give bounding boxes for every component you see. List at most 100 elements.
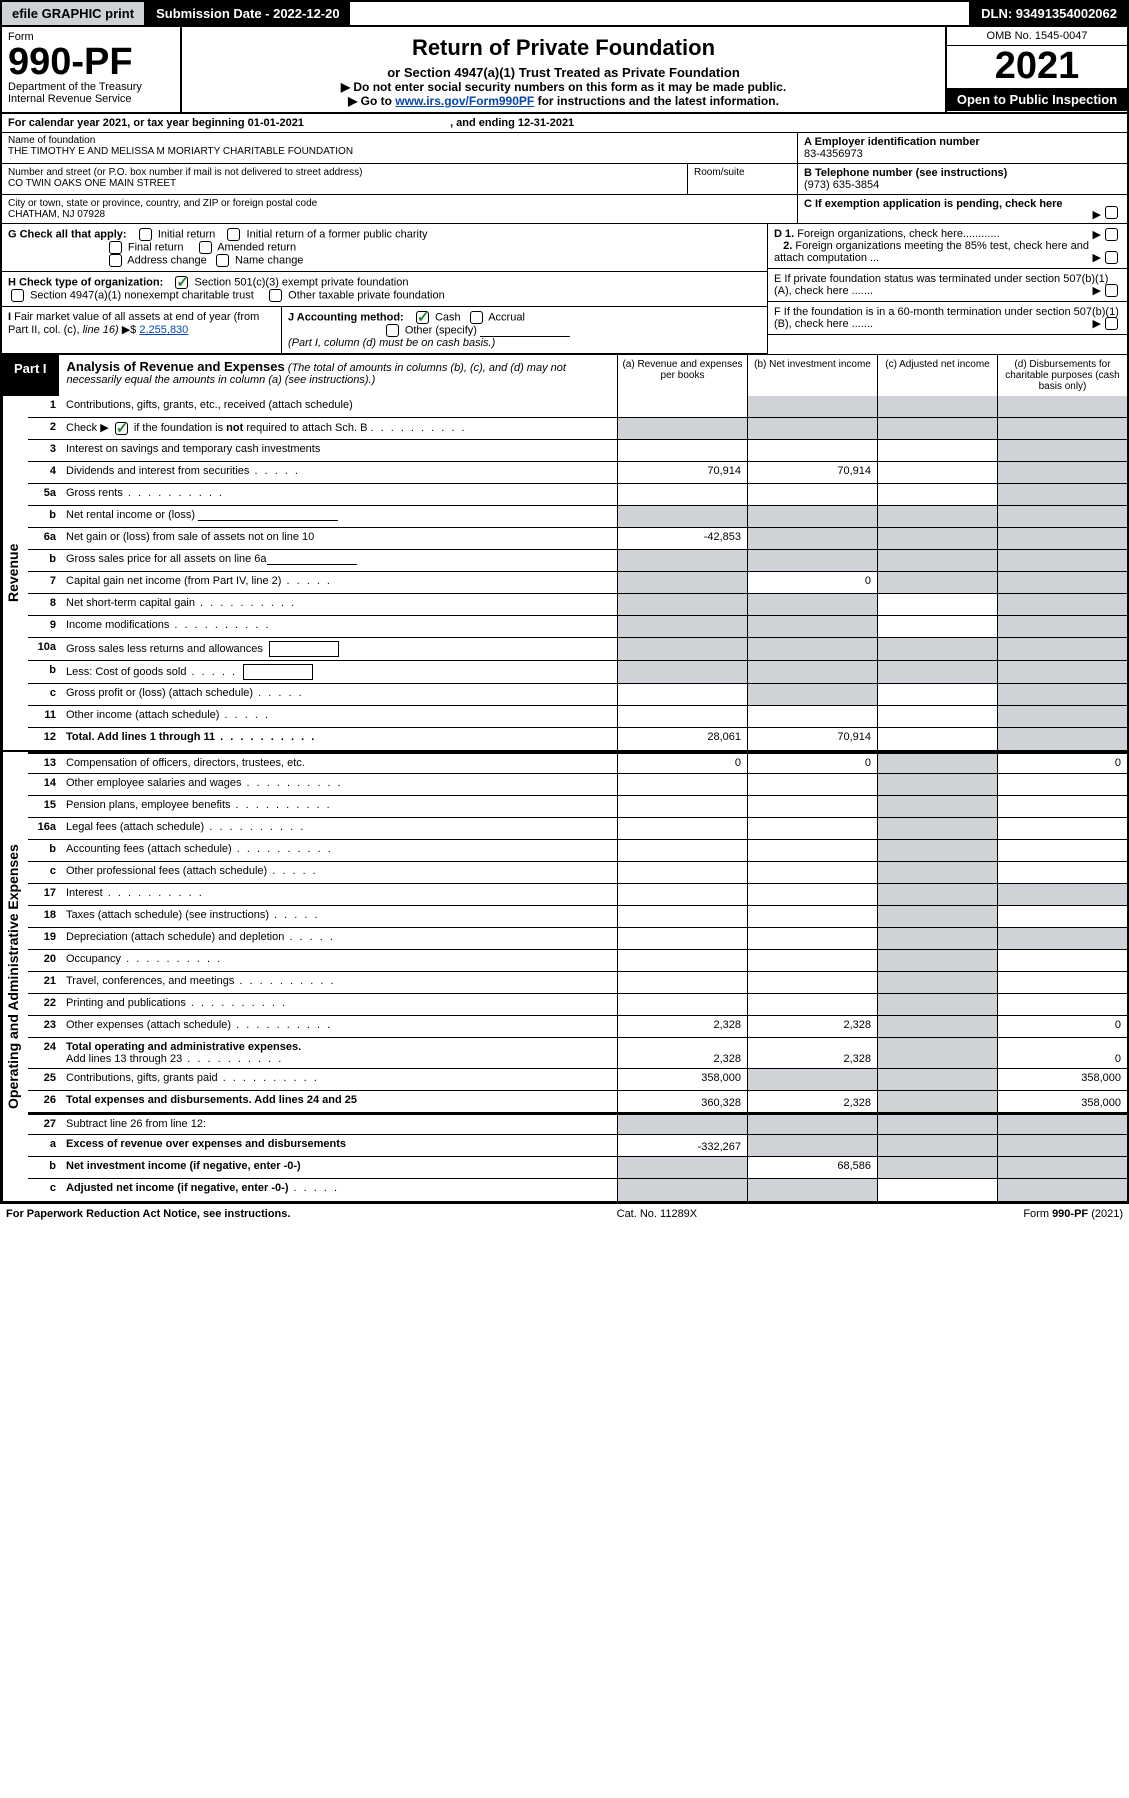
goto-pre: ▶ Go to (348, 94, 395, 108)
cal-a: For calendar year 2021, or tax year begi… (8, 117, 248, 129)
col-a-header: (a) Revenue and expenses per books (617, 355, 747, 396)
g-opt-address: Address change (127, 254, 207, 266)
line-7: 7Capital gain net income (from Part IV, … (28, 572, 1127, 594)
g-opt-final: Final return (128, 241, 184, 253)
l27b-desc: Net investment income (if negative, ente… (62, 1157, 617, 1178)
l19-desc: Depreciation (attach schedule) and deple… (62, 928, 617, 949)
g-address-checkbox[interactable] (109, 254, 122, 267)
check-area: G Check all that apply: Initial return I… (0, 224, 1129, 354)
l9-desc: Income modifications (62, 616, 617, 637)
fmv-value: 2,255,830 (139, 324, 188, 336)
l6a-a: -42,853 (617, 528, 747, 549)
f-checkbox[interactable] (1105, 317, 1118, 330)
l10c-desc: Gross profit or (loss) (attach schedule) (62, 684, 617, 705)
l11-desc: Other income (attach schedule) (62, 706, 617, 727)
l25-desc: Contributions, gifts, grants paid (62, 1069, 617, 1090)
room-label: Room/suite (694, 167, 791, 178)
revenue-table: Revenue 1 Contributions, gifts, grants, … (0, 396, 1129, 752)
omb-number: OMB No. 1545-0047 (947, 27, 1127, 46)
goto-note: ▶ Go to www.irs.gov/Form990PF for instru… (190, 94, 937, 108)
line-27b: bNet investment income (if negative, ent… (28, 1157, 1127, 1179)
ij-row: I Fair market value of all assets at end… (2, 307, 767, 354)
l7-b: 0 (747, 572, 877, 593)
f-cell: F If the foundation is in a 60-month ter… (768, 302, 1127, 335)
expenses-side-label: Operating and Administrative Expenses (2, 752, 28, 1201)
j-other-checkbox[interactable] (386, 324, 399, 337)
irs-link[interactable]: www.irs.gov/Form990PF (395, 94, 534, 108)
c-label: C If exemption application is pending, c… (804, 198, 1063, 210)
room-cell: Room/suite (687, 164, 797, 195)
line-12: 12Total. Add lines 1 through 11 28,061 7… (28, 728, 1127, 750)
l13-a: 0 (617, 754, 747, 773)
l8-desc: Net short-term capital gain (62, 594, 617, 615)
l2-checkbox[interactable] (115, 422, 128, 435)
city-c-row: City or town, state or province, country… (0, 195, 1129, 224)
l7-desc: Capital gain net income (from Part IV, l… (62, 572, 617, 593)
d2-checkbox[interactable] (1105, 251, 1118, 264)
l4-a: 70,914 (617, 462, 747, 483)
dln: DLN: 93491354002062 (971, 2, 1127, 25)
form-subtitle: or Section 4947(a)(1) Trust Treated as P… (190, 65, 937, 80)
g-opt-former: Initial return of a former public charit… (247, 228, 428, 240)
l6b-desc: Gross sales price for all assets on line… (62, 550, 617, 571)
l12-a: 28,061 (617, 728, 747, 750)
line-1: 1 Contributions, gifts, grants, etc., re… (28, 396, 1127, 418)
e-checkbox[interactable] (1105, 284, 1118, 297)
submission-date: Submission Date - 2022-12-20 (146, 2, 350, 25)
l4-desc: Dividends and interest from securities (62, 462, 617, 483)
l24-b: 2,328 (747, 1038, 877, 1068)
l24-a: 2,328 (617, 1038, 747, 1068)
calendar-year-row: For calendar year 2021, or tax year begi… (0, 114, 1129, 133)
line-6b: bGross sales price for all assets on lin… (28, 550, 1127, 572)
j-cash-checkbox[interactable] (416, 311, 429, 324)
j-cell: J Accounting method: Cash Accrual Other … (282, 307, 767, 353)
d2-text: Foreign organizations meeting the 85% te… (774, 240, 1089, 264)
line-11: 11Other income (attach schedule) (28, 706, 1127, 728)
l27a-desc: Excess of revenue over expenses and disb… (62, 1135, 617, 1156)
form-header: Form 990-PF Department of the Treasury I… (0, 27, 1129, 114)
efile-print-button[interactable]: efile GRAPHIC print (2, 2, 146, 25)
l21-desc: Travel, conferences, and meetings (62, 972, 617, 993)
line-16c: cOther professional fees (attach schedul… (28, 862, 1127, 884)
part1-title: Analysis of Revenue and Expenses (67, 359, 285, 374)
g-former-checkbox[interactable] (227, 228, 240, 241)
g-amended-checkbox[interactable] (199, 241, 212, 254)
ein-cell: A Employer identification number 83-4356… (797, 133, 1127, 164)
h-other-checkbox[interactable] (269, 289, 282, 302)
j-label: J Accounting method: (288, 311, 404, 323)
name-label: Name of foundation (2, 133, 797, 146)
l24-d: 0 (997, 1038, 1127, 1068)
line-22: 22Printing and publications (28, 994, 1127, 1016)
line-20: 20Occupancy (28, 950, 1127, 972)
j-accrual-checkbox[interactable] (470, 311, 483, 324)
l17-desc: Interest (62, 884, 617, 905)
cal-begin: 01-01-2021 (248, 117, 304, 129)
l1-desc: Contributions, gifts, grants, etc., rece… (62, 396, 617, 417)
city-cell: City or town, state or province, country… (2, 195, 797, 224)
l2-post: if the foundation is not required to att… (134, 422, 368, 434)
l18-desc: Taxes (attach schedule) (see instruction… (62, 906, 617, 927)
name-ein-row: Name of foundation THE TIMOTHY E AND MEL… (0, 133, 1129, 164)
c-checkbox[interactable] (1105, 206, 1118, 219)
j-note: (Part I, column (d) must be on cash basi… (288, 337, 495, 349)
h-opt-501c3: Section 501(c)(3) exempt private foundat… (194, 276, 408, 288)
j-accrual: Accrual (488, 311, 525, 323)
form-id-block: Form 990-PF Department of the Treasury I… (2, 27, 182, 112)
l13-desc: Compensation of officers, directors, tru… (62, 754, 617, 773)
l27b-b: 68,586 (747, 1157, 877, 1178)
line-19: 19Depreciation (attach schedule) and dep… (28, 928, 1127, 950)
l14-desc: Other employee salaries and wages (62, 774, 617, 795)
d1-checkbox[interactable] (1105, 228, 1118, 241)
line-10c: cGross profit or (loss) (attach schedule… (28, 684, 1127, 706)
g-final-checkbox[interactable] (109, 241, 122, 254)
g-name-checkbox[interactable] (216, 254, 229, 267)
h-4947-checkbox[interactable] (11, 289, 24, 302)
g-initial-checkbox[interactable] (139, 228, 152, 241)
l26-a: 360,328 (617, 1091, 747, 1112)
line-27a: aExcess of revenue over expenses and dis… (28, 1135, 1127, 1157)
l27a-a: -332,267 (617, 1135, 747, 1156)
line-6a: 6aNet gain or (loss) from sale of assets… (28, 528, 1127, 550)
l6a-desc: Net gain or (loss) from sale of assets n… (62, 528, 617, 549)
h-opt-4947: Section 4947(a)(1) nonexempt charitable … (30, 289, 254, 301)
h-501c3-checkbox[interactable] (175, 276, 188, 289)
